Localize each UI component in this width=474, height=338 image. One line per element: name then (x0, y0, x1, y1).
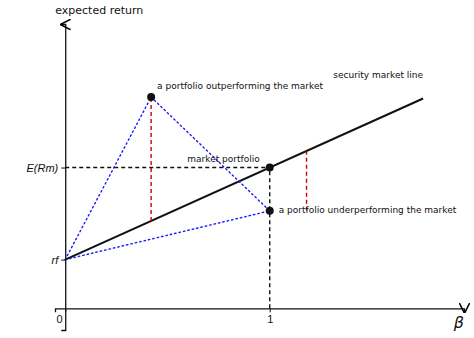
y-tick-mark (61, 168, 65, 169)
x-axis-title: β (453, 313, 464, 332)
dashed-line (306, 151, 307, 211)
x-tick: 1 (267, 308, 273, 325)
y-tick: rf (51, 254, 65, 266)
y-tick-label: rf (51, 254, 59, 266)
chart: 01rfE(Rm)βexpected returnsecurity market… (0, 0, 474, 338)
y-tick-label: E(Rm) (26, 162, 58, 174)
dashed-line (150, 97, 151, 221)
dashed-line (269, 168, 270, 309)
annotation: a portfolio outperforming the market (157, 81, 323, 91)
point (266, 164, 274, 172)
x-tick-label: 0 (57, 313, 63, 325)
x-tick-mark (270, 308, 271, 312)
x-tick: 0 (57, 308, 66, 325)
y-tick: E(Rm) (26, 162, 65, 174)
y-axis-title: expected return (55, 4, 143, 17)
axis-line (56, 309, 465, 313)
dotted-line (65, 97, 151, 259)
marks (65, 93, 423, 308)
point (266, 207, 274, 215)
x-axis: 01 (56, 308, 465, 325)
y-axis: rf E(Rm) (26, 25, 65, 331)
annotation: market portfolio (187, 154, 260, 164)
axis-line (61, 25, 66, 331)
dashed-line (65, 167, 270, 168)
dotted-line (151, 97, 270, 211)
x-tick-label: 1 (267, 313, 273, 325)
annotation: security market line (333, 70, 423, 80)
dotted-line (65, 211, 270, 260)
plot: 01rfE(Rm)βexpected returnsecurity market… (26, 4, 464, 332)
annotation: a portfolio underperforming the market (279, 205, 457, 215)
y-tick-mark (61, 260, 65, 261)
annotations: security market line a portfolio outperfo… (157, 70, 457, 215)
line (65, 98, 423, 259)
point (147, 93, 155, 101)
